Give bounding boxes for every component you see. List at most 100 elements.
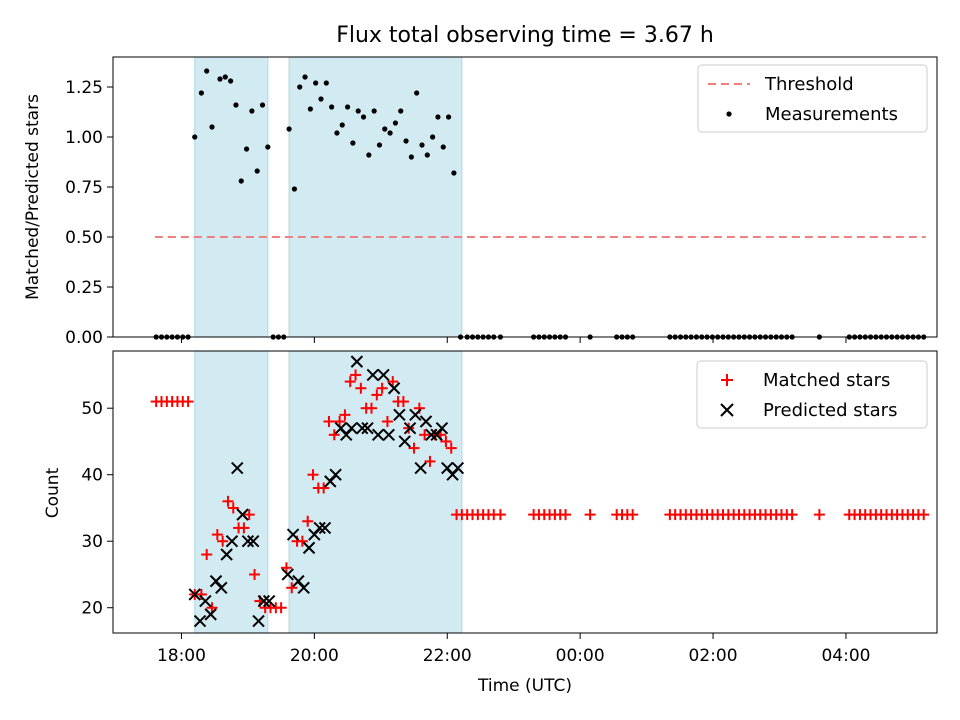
- matched-star-point: [222, 495, 234, 507]
- matched-stars-points: [150, 369, 930, 614]
- predicted-star-point: [225, 535, 239, 548]
- top-legend: Threshold Measurements: [697, 64, 928, 133]
- measurement-point: [307, 106, 313, 112]
- matched-star-point: [182, 396, 194, 408]
- predicted-star-point: [355, 421, 369, 435]
- predicted-star-point: [313, 521, 326, 535]
- matched-star-point: [302, 515, 314, 527]
- matched-star-point: [334, 416, 346, 427]
- matched-star-point: [238, 522, 250, 534]
- matched-star-point: [387, 376, 399, 388]
- top-plot-frame: [112, 56, 938, 338]
- matched-star-point: [584, 509, 596, 521]
- predicted-star-point: [366, 368, 380, 382]
- predicted-star-point: [377, 368, 390, 382]
- measurement-point: [414, 90, 420, 96]
- predicted-star-point: [257, 594, 271, 608]
- predicted-star-point: [297, 581, 310, 594]
- matched-star-point: [494, 509, 506, 521]
- matched-star-point: [371, 389, 383, 401]
- bottom-shaded-band-1: [194, 350, 269, 634]
- matched-star-point: [560, 509, 572, 521]
- predicted-star-point: [361, 421, 374, 435]
- predicted-star-point: [382, 428, 395, 442]
- top-y-tick-label: 0.75: [65, 178, 103, 198]
- bottom-x-tick-label: 00:00: [556, 646, 605, 666]
- x-axis-label: Time (UTC): [477, 676, 572, 696]
- measurement-point: [313, 80, 319, 86]
- measurement-point: [318, 96, 324, 102]
- matched-star-point: [786, 509, 798, 521]
- measurement-point: [243, 146, 250, 152]
- matched-star-point: [211, 529, 223, 541]
- predicted-star-point: [414, 461, 427, 475]
- matched-star-point: [424, 455, 436, 467]
- matched-star-point: [296, 535, 308, 547]
- predicted-star-point: [409, 408, 422, 422]
- measurement-point: [366, 152, 372, 158]
- measurement-point: [392, 120, 399, 126]
- bottom-axes: 20 30 40 50 18:00 20:00 22:00 00:00 02:00 04:00: [81, 350, 938, 666]
- matched-star-point: [318, 482, 330, 494]
- measurement-point: [302, 74, 308, 80]
- measurement-point: [217, 76, 223, 82]
- predicted-star-point: [236, 508, 249, 521]
- top-shaded-band-2: [288, 56, 463, 338]
- matched-star-point: [328, 429, 340, 441]
- top-panel: 0.00 0.25 0.50 0.75 1.00 1.25 Matched/Predict…: [23, 56, 938, 348]
- matched-star-point: [249, 568, 261, 580]
- measurement-point: [403, 138, 409, 144]
- top-axes: 0.00 0.25 0.50 0.75 1.00 1.25: [65, 56, 938, 348]
- top-y-tick-label: 0.00: [65, 328, 103, 348]
- measurement-point: [451, 170, 457, 176]
- legend-matched-swatch: [721, 374, 733, 386]
- matched-star-point: [445, 442, 457, 454]
- bottom-x-tick-label: 18:00: [157, 646, 206, 666]
- predicted-star-point: [419, 415, 433, 428]
- bottom-x-tick-label: 04:00: [821, 646, 870, 666]
- matched-star-point: [339, 409, 351, 421]
- measurement-point: [445, 114, 452, 120]
- measurement-point: [233, 102, 239, 108]
- top-legend-frame: [697, 64, 928, 133]
- legend-predicted-label: Predicted stars: [763, 400, 897, 421]
- predicted-star-point: [393, 408, 406, 422]
- predicted-star-point: [231, 461, 244, 475]
- measurement-point: [297, 84, 303, 90]
- bottom-shaded-intervals: [194, 350, 463, 634]
- top-shaded-band-1: [194, 56, 269, 338]
- predicted-star-point: [403, 421, 417, 435]
- bottom-y-tick-label: 50: [81, 399, 103, 419]
- measurement-point: [286, 126, 292, 132]
- matched-star-point: [350, 369, 362, 381]
- legend-measurements-label: Measurements: [765, 104, 898, 125]
- matched-star-point: [365, 402, 377, 414]
- legend-predicted-swatch: [720, 403, 734, 417]
- predicted-star-point: [199, 594, 212, 608]
- measurement-point: [323, 80, 329, 86]
- measurement-point: [228, 78, 234, 84]
- predicted-star-point: [329, 468, 342, 481]
- matched-star-point: [918, 509, 930, 521]
- measurement-point: [344, 104, 351, 110]
- predicted-star-point: [387, 382, 401, 395]
- matched-star-point: [355, 382, 367, 394]
- measurement-point: [291, 186, 298, 192]
- predicted-star-point: [302, 541, 316, 555]
- measurement-point: [259, 102, 266, 108]
- bottom-shaded-band-2: [288, 350, 463, 634]
- predicted-star-point: [425, 428, 438, 442]
- measurement-point: [408, 154, 414, 160]
- measurement-point: [419, 142, 425, 148]
- measurement-point: [376, 142, 383, 148]
- top-y-axis-label: Matched/Predicted stars: [23, 94, 43, 300]
- measurement-point: [254, 168, 260, 174]
- bottom-x-tick-label: 20:00: [290, 646, 339, 666]
- predicted-star-point: [215, 581, 228, 594]
- matched-star-point: [381, 416, 393, 427]
- legend-measurements-swatch: [726, 111, 732, 117]
- predicted-star-point: [350, 355, 364, 368]
- bottom-x-tick-label: 02:00: [689, 646, 738, 666]
- predicted-stars-points: [188, 355, 465, 628]
